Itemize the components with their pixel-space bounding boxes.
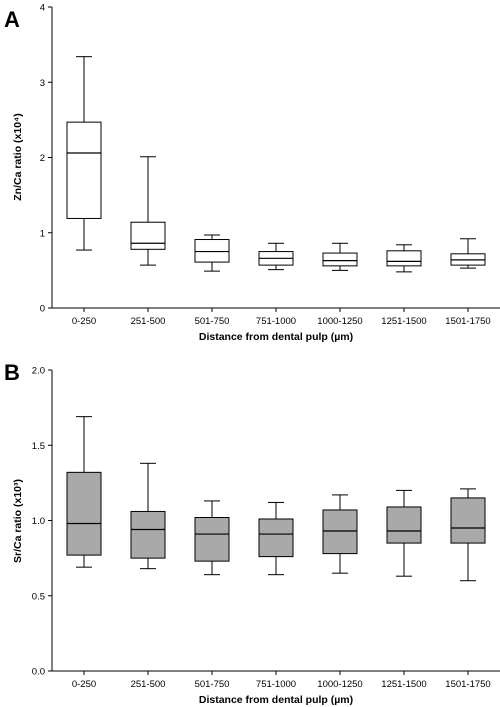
box-plot-1251-1500 (386, 244, 422, 273)
x-tick-label: 501-750 (195, 679, 230, 690)
x-tick-label: 0-250 (72, 316, 96, 327)
iqr-box (386, 250, 422, 267)
iqr-box (194, 516, 230, 562)
box-plot-0-250 (66, 416, 102, 568)
y-tick-label: 3 (40, 78, 45, 89)
y-tick-label: 1 (40, 228, 45, 239)
box-plot-1000-1250 (322, 242, 358, 271)
y-axis-title: Sr/Ca ratio (x10³) (12, 479, 24, 563)
iqr-box (450, 497, 486, 544)
box-plot-501-750 (194, 234, 230, 272)
y-tick-label: 4 (40, 3, 45, 14)
y-tick-label: 0 (40, 304, 45, 315)
box-plot-501-750 (194, 500, 230, 576)
x-axis-title: Distance from dental pulp (µm) (199, 331, 353, 343)
iqr-box (194, 239, 230, 263)
box-plot-751-1000 (258, 501, 294, 576)
box-plot-1501-1750 (450, 238, 486, 269)
box-plot-751-1000 (258, 242, 294, 271)
iqr-box (322, 509, 358, 555)
y-tick-label: 1.5 (32, 441, 45, 452)
y-axis-title: Zn/Ca ratio (x10⁴) (12, 113, 24, 200)
x-tick-label: 501-750 (195, 316, 230, 327)
box-plot-0-250 (66, 56, 102, 251)
iqr-box (66, 121, 102, 219)
x-tick-label: 751-1000 (256, 316, 296, 327)
plot-area: 0 1 2 3 4 0-250 251-500 501-750 751-1000 1000-125… (40, 3, 500, 327)
x-tick-label: 0-250 (72, 679, 96, 690)
iqr-box (386, 506, 422, 544)
plot-area: 0.0 0.5 1.0 1.5 2.0 0-250 251-500 501-750 751-10… (32, 366, 500, 690)
iqr-box (258, 518, 294, 558)
panel-letter: A (4, 7, 20, 32)
box-plot-1000-1250 (322, 494, 358, 574)
x-tick-label: 1501-1750 (445, 679, 490, 690)
y-tick-label: 1.0 (32, 516, 45, 527)
box-plot-1501-1750 (450, 488, 486, 582)
x-tick-label: 1000-1250 (317, 679, 362, 690)
x-tick-label: 751-1000 (256, 679, 296, 690)
panel-a: A 0 1 2 3 4 0-250 251-500 501-750 751-1000 1000-1… (4, 3, 500, 343)
iqr-box (130, 510, 166, 559)
x-tick-label: 1000-1250 (317, 316, 362, 327)
x-axis-title: Distance from dental pulp (µm) (199, 694, 353, 706)
y-tick-label: 2 (40, 153, 45, 164)
panel-b: B 0.0 0.5 1.0 1.5 2.0 0-250 251-500 501-750 751-… (4, 360, 500, 706)
y-tick-label: 2.0 (32, 366, 45, 377)
y-tick-label: 0.5 (32, 591, 45, 602)
x-tick-label: 251-500 (131, 316, 166, 327)
x-tick-label: 1251-1500 (381, 679, 426, 690)
box-plot-251-500 (130, 156, 166, 266)
x-tick-label: 1251-1500 (381, 316, 426, 327)
iqr-box (322, 252, 358, 267)
iqr-box (66, 471, 102, 556)
box-plot-251-500 (130, 462, 166, 570)
y-tick-label: 0.0 (32, 667, 45, 678)
panel-letter: B (4, 360, 20, 385)
box-plot-1251-1500 (386, 489, 422, 577)
x-tick-label: 1501-1750 (445, 316, 490, 327)
x-tick-label: 251-500 (131, 679, 166, 690)
iqr-box (130, 221, 166, 250)
